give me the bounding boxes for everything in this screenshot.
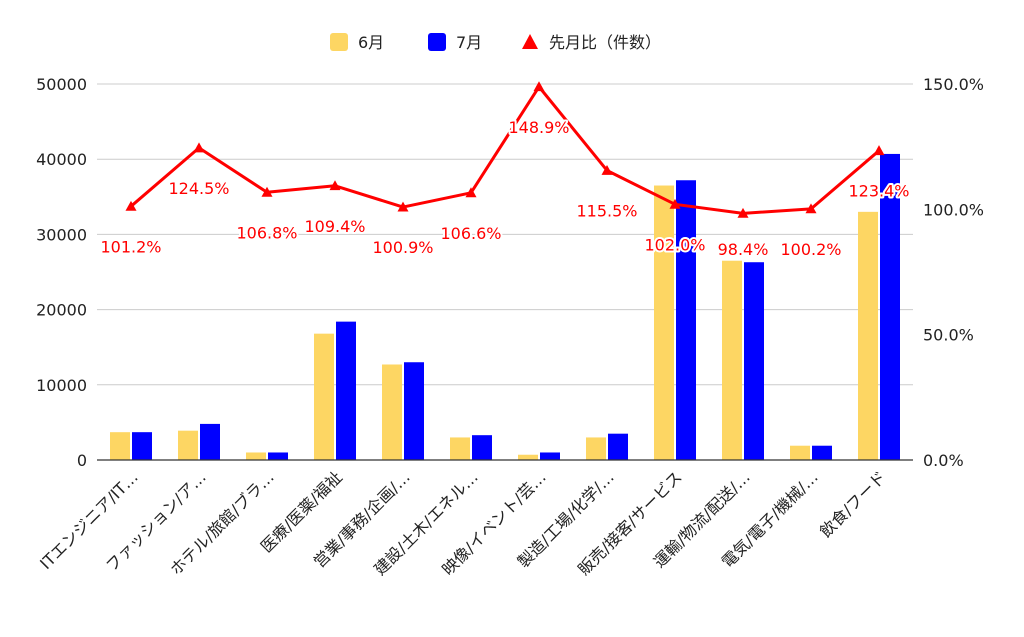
y-left-tick-label: 40000 bbox=[36, 150, 87, 169]
line-marker bbox=[261, 186, 273, 197]
line-data-label-halo: 106.8% bbox=[236, 223, 297, 242]
line-marker bbox=[737, 207, 749, 218]
bar bbox=[790, 445, 810, 460]
line-data-label-halo: 100.9% bbox=[372, 238, 433, 257]
line-marker bbox=[125, 200, 137, 211]
line-data-label: 106.8% bbox=[236, 223, 297, 242]
line-data-label: 102.0% bbox=[644, 235, 705, 254]
y-left-tick-label: 10000 bbox=[36, 376, 87, 395]
bar bbox=[268, 452, 288, 460]
legend-swatch bbox=[330, 33, 348, 51]
y-right-tick-label: 0.0% bbox=[923, 451, 964, 470]
x-tick-label: 飲食/フード bbox=[816, 467, 890, 541]
line-path bbox=[130, 85, 880, 215]
bar bbox=[178, 430, 198, 460]
bar-series bbox=[110, 153, 900, 461]
line-data-label: 100.9% bbox=[372, 238, 433, 257]
bar bbox=[722, 260, 742, 460]
line-data-label-halo: 123.4% bbox=[848, 182, 909, 201]
x-axis-labels: ITエンジニア/IT…ファッション/ア…ホテル/旅館/ブラ…医療/医薬/福祉営業… bbox=[36, 467, 890, 579]
line-data-label: 101.2% bbox=[100, 237, 161, 256]
line-marker bbox=[805, 203, 817, 214]
line-data-label-halo: 100.2% bbox=[780, 240, 841, 259]
line-data-label-halo: 124.5% bbox=[168, 179, 229, 198]
line-marker bbox=[397, 201, 409, 212]
bar bbox=[472, 435, 492, 460]
legend-label: 7月 bbox=[456, 33, 482, 52]
line-data-label: 98.4% bbox=[718, 240, 769, 259]
line-marker bbox=[533, 81, 545, 92]
bar bbox=[382, 364, 402, 460]
line-data-label: 148.9% bbox=[508, 118, 569, 137]
line-data-labels: 101.2%101.2%124.5%124.5%106.8%106.8% 109.… bbox=[98, 116, 911, 261]
line-data-label-halo: 101.2% bbox=[100, 237, 161, 256]
line-data-label: 106.6% bbox=[440, 224, 501, 243]
bar bbox=[540, 452, 560, 460]
bar bbox=[518, 454, 538, 460]
line-data-label: 124.5% bbox=[168, 179, 229, 198]
line-data-label-halo: 102.0% bbox=[644, 235, 705, 254]
line-marker bbox=[465, 187, 477, 198]
y-left-tick-label: 20000 bbox=[36, 301, 87, 320]
bar bbox=[858, 211, 878, 460]
y-left-tick-label: 50000 bbox=[36, 75, 87, 94]
bar bbox=[676, 180, 696, 461]
line-data-label-halo: 106.6% bbox=[440, 224, 501, 243]
y-axis-right: 0.0% 50.0% 100.0% 150.0% bbox=[923, 75, 984, 470]
line-marker bbox=[669, 198, 681, 209]
bar bbox=[586, 437, 606, 460]
bar bbox=[336, 321, 356, 460]
y-right-tick-label: 50.0% bbox=[923, 326, 974, 345]
line-data-label: 115.5% bbox=[576, 201, 637, 220]
legend-label: 先月比（件数） bbox=[549, 33, 661, 52]
legend-swatch bbox=[428, 33, 446, 51]
line-series bbox=[125, 81, 885, 218]
line-data-label: 100.2% bbox=[780, 240, 841, 259]
line-marker bbox=[601, 164, 613, 175]
bar bbox=[450, 437, 470, 460]
y-left-tick-label: 30000 bbox=[36, 225, 87, 244]
line-data-label-halo: 98.4% bbox=[718, 240, 769, 259]
gridlines bbox=[97, 83, 913, 386]
bar bbox=[314, 333, 334, 460]
bar bbox=[246, 452, 266, 460]
line-marker bbox=[193, 142, 205, 153]
bar bbox=[132, 432, 152, 460]
bar bbox=[880, 153, 900, 460]
bar bbox=[404, 362, 424, 460]
line-data-label-halo: 115.5% bbox=[576, 201, 637, 220]
line-data-label: 123.4% bbox=[848, 182, 909, 201]
line-data-label: 109.4% bbox=[304, 217, 365, 236]
line-data-label-halo: 109.4% bbox=[304, 217, 365, 236]
legend: 6月 7月 先月比（件数） bbox=[330, 33, 661, 52]
bar bbox=[110, 432, 130, 460]
y-right-tick-label: 150.0% bbox=[923, 75, 984, 94]
y-left-tick-label: 0 bbox=[77, 451, 87, 470]
line-marker bbox=[329, 180, 341, 191]
line-data-label-halo: 148.9% bbox=[508, 118, 569, 137]
bar bbox=[608, 433, 628, 460]
y-right-tick-label: 100.0% bbox=[923, 200, 984, 219]
legend-label: 6月 bbox=[358, 33, 384, 52]
legend-marker bbox=[522, 34, 538, 49]
bar bbox=[654, 185, 674, 460]
line-marker bbox=[873, 145, 885, 156]
bar bbox=[200, 423, 220, 460]
bar bbox=[744, 262, 764, 460]
y-axis-left: 0 10000 20000 30000 40000 50000 bbox=[36, 75, 87, 470]
bar bbox=[812, 445, 832, 460]
